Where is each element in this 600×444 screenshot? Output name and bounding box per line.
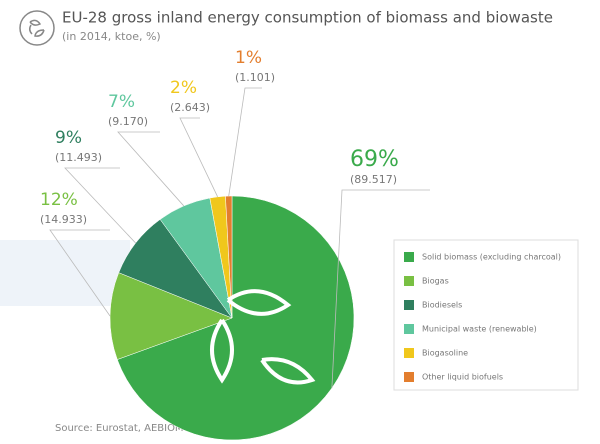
legend-label: Biodiesels <box>422 301 462 310</box>
legend-label: Other liquid biofuels <box>422 373 503 382</box>
leader-line <box>228 87 262 197</box>
pie-slice <box>225 195 233 319</box>
value-label: (9.170) <box>108 115 148 128</box>
leader-line <box>64 167 136 244</box>
chart-subtitle: (in 2014, ktoe, %) <box>62 30 161 43</box>
legend-label: Solid biomass (excluding charcoal) <box>422 253 561 262</box>
pie-slice <box>109 272 233 360</box>
leaf-icon <box>210 289 316 385</box>
leader-line <box>179 117 218 198</box>
background-band <box>0 240 130 306</box>
legend-swatch <box>404 372 414 382</box>
legend-label: Biogas <box>422 277 449 286</box>
legend-swatch <box>404 276 414 286</box>
logo-icon <box>19 10 55 46</box>
percent-label: 2% <box>170 78 197 98</box>
value-label: (11.493) <box>55 151 102 164</box>
legend-swatch <box>404 348 414 358</box>
legend-label: Biogasoline <box>422 349 468 358</box>
percent-label: 1% <box>235 48 262 68</box>
value-label: (1.101) <box>235 71 275 84</box>
percent-label: 7% <box>108 92 135 112</box>
percent-label: 12% <box>40 190 78 210</box>
percent-label: 9% <box>55 128 82 148</box>
chart-title: EU-28 gross inland energy consumption of… <box>62 9 553 27</box>
value-label: (89.517) <box>350 173 397 186</box>
percent-label: 69% <box>350 147 399 172</box>
leader-line <box>49 229 111 317</box>
value-label: (2.643) <box>170 101 210 114</box>
legend-swatch <box>404 252 414 262</box>
legend-swatch <box>404 324 414 334</box>
legend-box <box>393 239 579 391</box>
leaf <box>210 289 316 385</box>
source-note: Source: Eurostat, AEBIOM's calculations <box>55 423 254 434</box>
leader-line <box>331 189 430 389</box>
legend-label: Municipal waste (renewable) <box>422 325 537 334</box>
leader-line <box>117 131 185 207</box>
value-label: (14.933) <box>40 213 87 226</box>
legend-swatch <box>404 300 414 310</box>
